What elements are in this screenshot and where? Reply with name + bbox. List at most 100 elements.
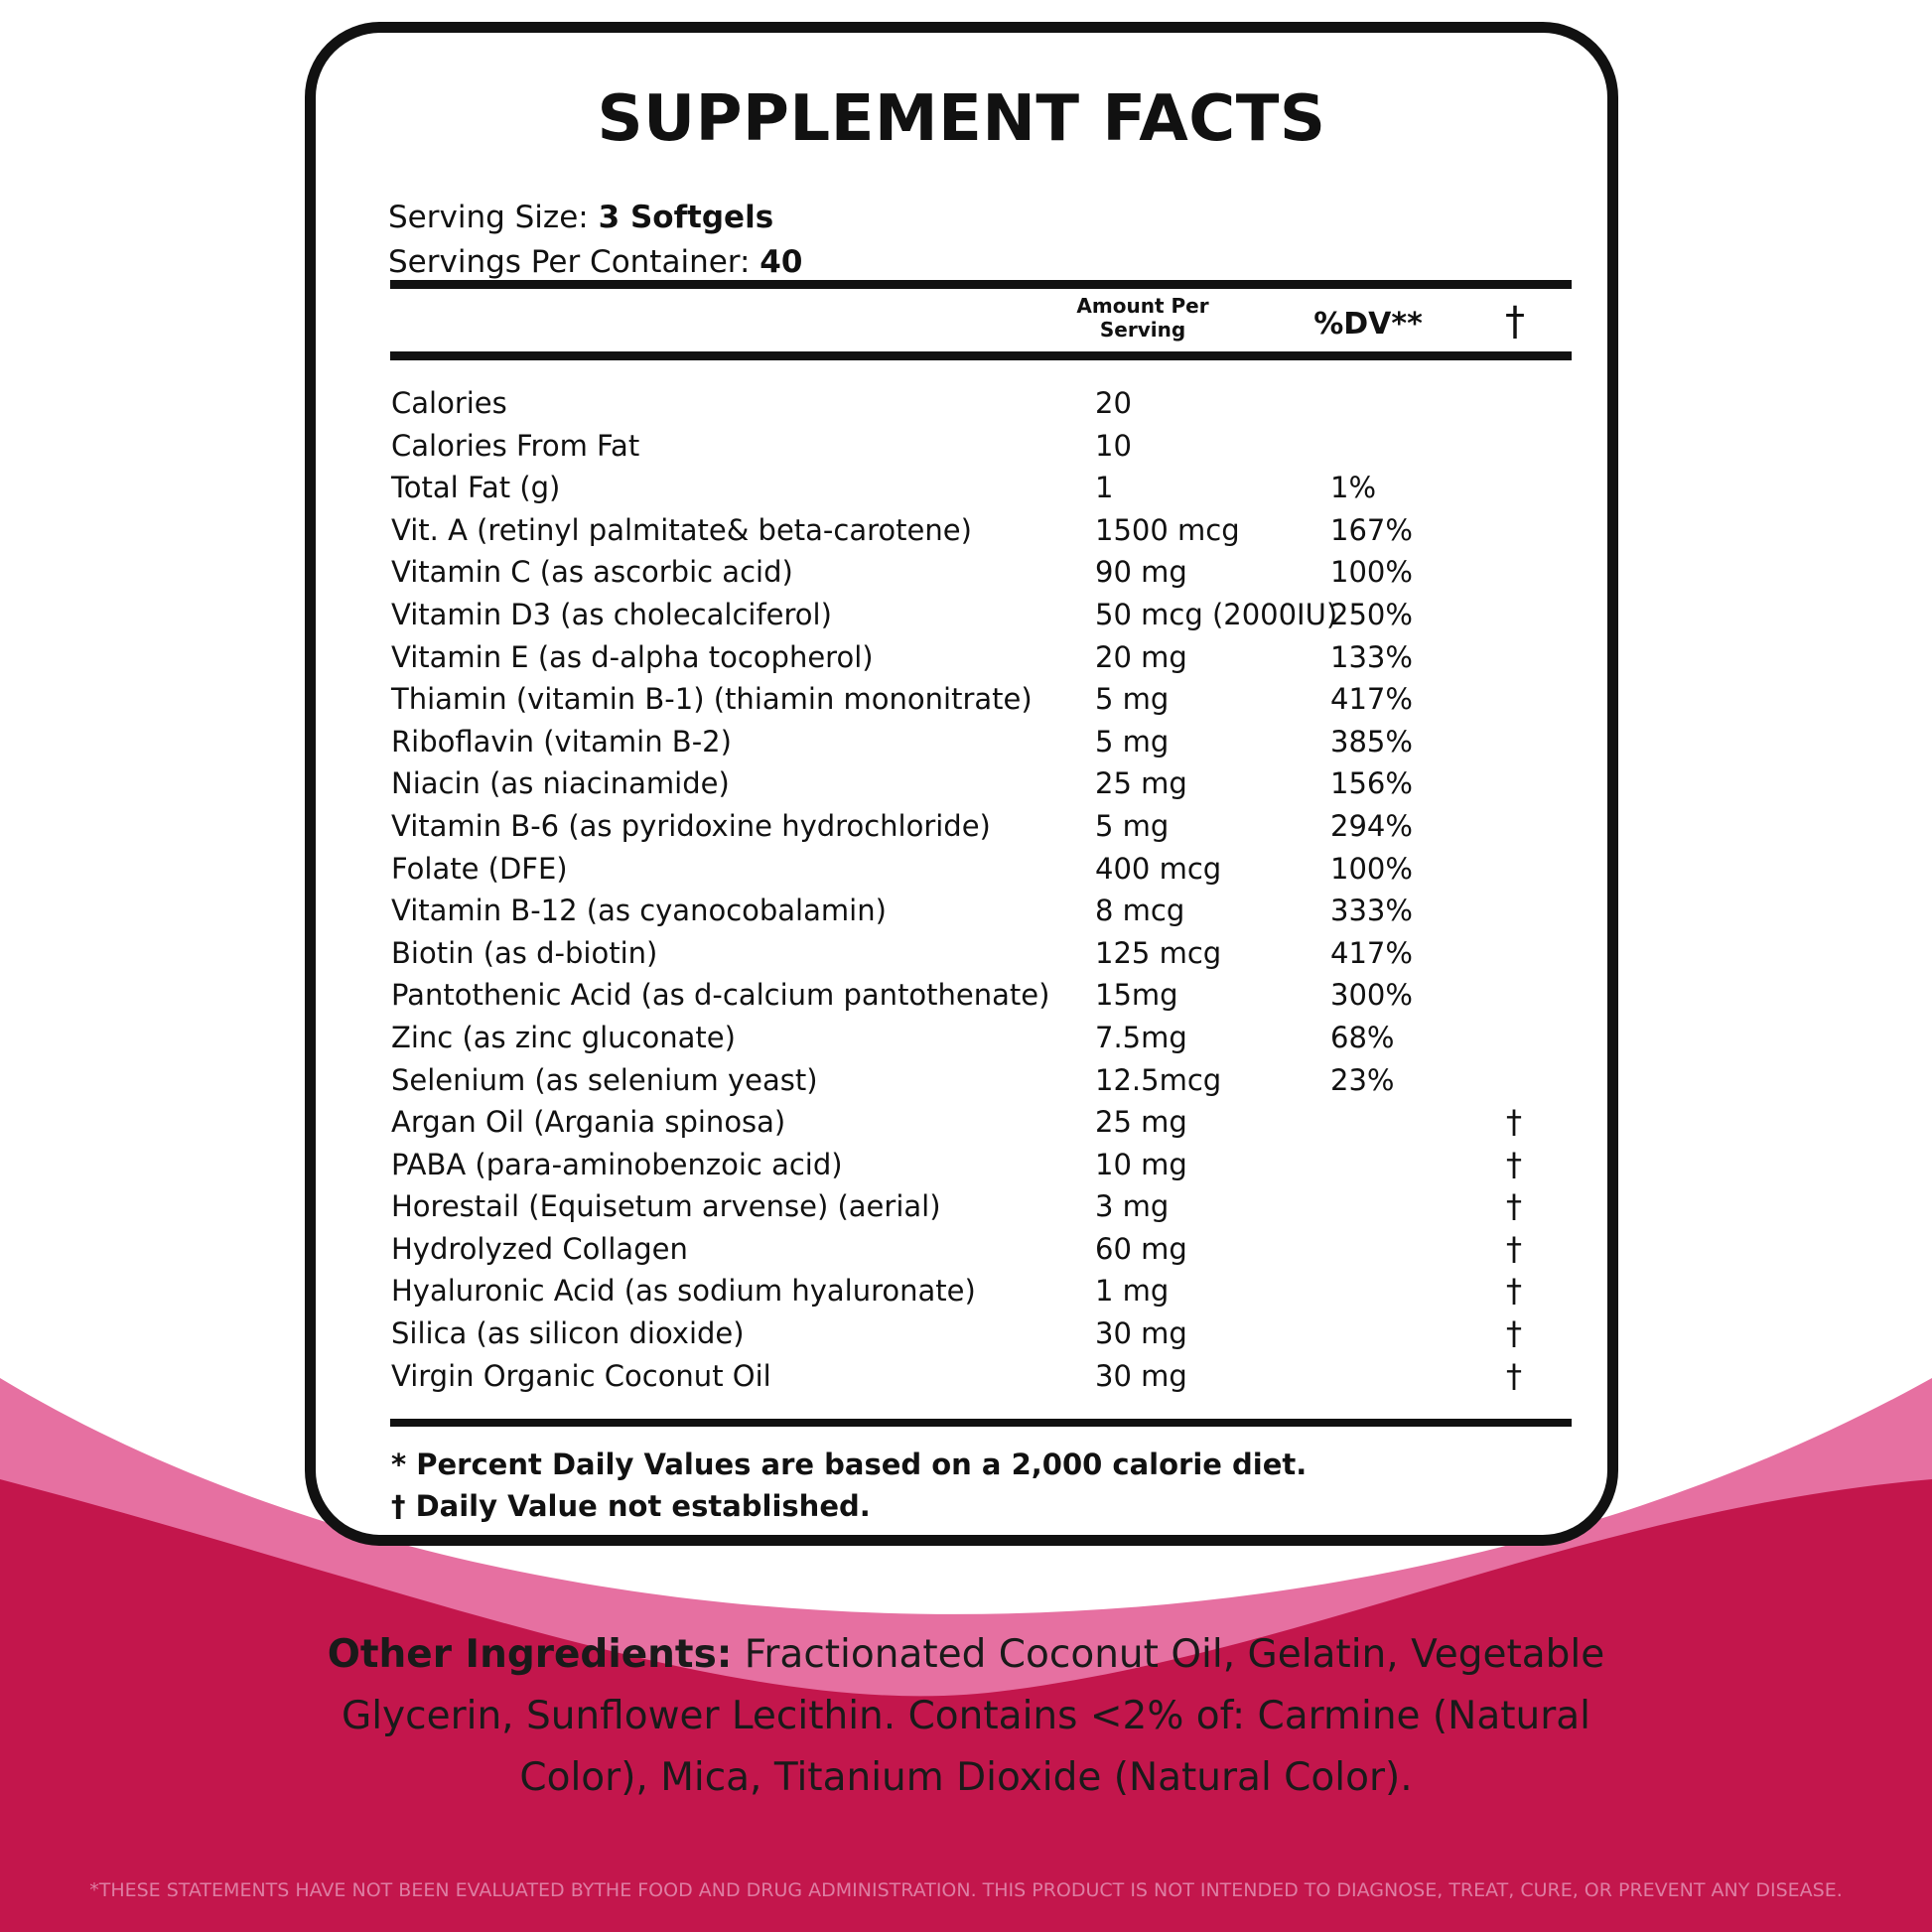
servings-per-container-value: 40 bbox=[759, 244, 803, 280]
serving-size-value: 3 Softgels bbox=[598, 200, 774, 235]
nutrient-amount: 8 mcg bbox=[1095, 894, 1185, 928]
nutrient-amount: 7.5mg bbox=[1095, 1020, 1187, 1054]
nutrient-amount: 1 mg bbox=[1095, 1274, 1170, 1309]
nutrient-row: Vitamin C (as ascorbic acid) 90 mg 100% bbox=[316, 551, 1607, 594]
other-ingredients-heading: Other Ingredients: bbox=[327, 1632, 733, 1677]
nutrient-row: Silica (as silicon dioxide) 30 mg † bbox=[316, 1312, 1607, 1355]
nutrient-row: Horestail (Equisetum arvense) (aerial) 3 … bbox=[316, 1185, 1607, 1228]
nutrient-dv: 1% bbox=[1330, 471, 1377, 505]
footnote-daily-values: * Percent Daily Values are based on a 2,… bbox=[391, 1448, 1308, 1481]
dv-header: %DV** bbox=[1313, 307, 1423, 342]
nutrient-name: PABA (para-aminobenzoic acid) bbox=[391, 1147, 843, 1181]
nutrient-amount: 1 bbox=[1095, 471, 1114, 505]
nutrient-dagger: † bbox=[1506, 1229, 1522, 1268]
table-bottom-rule bbox=[390, 1419, 1572, 1427]
nutrient-name: Folate (DFE) bbox=[391, 851, 568, 886]
nutrient-name: Thiamin (vitamin B-1) (thiamin mononitra… bbox=[391, 682, 1033, 717]
nutrient-amount: 5 mg bbox=[1095, 724, 1170, 759]
nutrient-name: Horestail (Equisetum arvense) (aerial) bbox=[391, 1189, 941, 1224]
nutrient-amount: 30 mg bbox=[1095, 1358, 1187, 1393]
nutrient-amount: 1500 mcg bbox=[1095, 512, 1240, 547]
nutrient-dagger: † bbox=[1506, 1145, 1522, 1183]
nutrient-row: Selenium (as selenium yeast) 12.5mcg 23% bbox=[316, 1059, 1607, 1102]
nutrient-row: Vitamin E (as d-alpha tocopherol) 20 mg 13… bbox=[316, 636, 1607, 679]
nutrient-row: Riboflavin (vitamin B-2) 5 mg 385% bbox=[316, 721, 1607, 763]
nutrient-name: Niacin (as niacinamide) bbox=[391, 766, 730, 801]
serving-size-label: Serving Size: bbox=[388, 200, 589, 235]
nutrient-name: Vit. A (retinyl palmitate& beta-carotene… bbox=[391, 512, 972, 547]
nutrient-row: Calories 20 bbox=[316, 382, 1607, 425]
nutrient-name: Vitamin D3 (as cholecalciferol) bbox=[391, 597, 832, 631]
nutrient-amount: 10 mg bbox=[1095, 1147, 1187, 1181]
nutrient-amount: 12.5mcg bbox=[1095, 1062, 1222, 1097]
nutrient-dv: 133% bbox=[1330, 639, 1413, 674]
nutrient-row: Vit. A (retinyl palmitate& beta-carotene… bbox=[316, 509, 1607, 552]
nutrient-amount: 5 mg bbox=[1095, 682, 1170, 717]
nutrient-amount: 20 mg bbox=[1095, 639, 1187, 674]
nutrient-name: Vitamin E (as d-alpha tocopherol) bbox=[391, 639, 874, 674]
nutrient-name: Vitamin B-6 (as pyridoxine hydrochloride… bbox=[391, 808, 991, 843]
nutrient-name: Vitamin C (as ascorbic acid) bbox=[391, 555, 793, 590]
nutrient-dv: 156% bbox=[1330, 766, 1413, 801]
amount-per-serving-header: Amount Per Serving bbox=[1058, 294, 1227, 342]
serving-size: Serving Size: 3 Softgels bbox=[388, 200, 773, 235]
nutrient-dv: 294% bbox=[1330, 808, 1413, 843]
nutrient-amount: 5 mg bbox=[1095, 808, 1170, 843]
nutrient-row: Virgin Organic Coconut Oil 30 mg † bbox=[316, 1355, 1607, 1398]
nutrient-table: Calories 20 Calories From Fat 10 Total Fat (… bbox=[316, 382, 1607, 1397]
nutrient-row: Vitamin D3 (as cholecalciferol) 50 mcg (2… bbox=[316, 594, 1607, 636]
nutrient-name: Argan Oil (Argania spinosa) bbox=[391, 1105, 786, 1140]
nutrient-amount: 90 mg bbox=[1095, 555, 1187, 590]
fda-disclaimer: *THESE STATEMENTS HAVE NOT BEEN EVALUATE… bbox=[89, 1879, 1843, 1901]
nutrient-dv: 100% bbox=[1330, 555, 1413, 590]
nutrient-name: Biotin (as d-biotin) bbox=[391, 935, 658, 970]
nutrient-dv: 385% bbox=[1330, 724, 1413, 759]
nutrient-dv: 300% bbox=[1330, 978, 1413, 1013]
nutrient-name: Riboflavin (vitamin B-2) bbox=[391, 724, 732, 759]
nutrient-amount: 25 mg bbox=[1095, 766, 1187, 801]
nutrient-amount: 3 mg bbox=[1095, 1189, 1170, 1224]
nutrient-dv: 100% bbox=[1330, 851, 1413, 886]
nutrient-name: Zinc (as zinc gluconate) bbox=[391, 1020, 736, 1054]
nutrient-amount: 15mg bbox=[1095, 978, 1178, 1013]
nutrient-name: Calories From Fat bbox=[391, 428, 640, 463]
nutrient-row: Pantothenic Acid (as d-calcium pantothen… bbox=[316, 974, 1607, 1017]
nutrient-amount: 10 bbox=[1095, 428, 1132, 463]
nutrient-name: Total Fat (g) bbox=[391, 471, 561, 505]
dagger-header: † bbox=[1505, 299, 1525, 345]
header-top-rule bbox=[390, 280, 1572, 289]
nutrient-row: Biotin (as d-biotin) 125 mcg 417% bbox=[316, 932, 1607, 975]
nutrient-dv: 417% bbox=[1330, 682, 1413, 717]
nutrient-amount: 50 mcg (2000IU) bbox=[1095, 597, 1338, 631]
nutrient-dagger: † bbox=[1506, 1103, 1522, 1142]
nutrient-name: Pantothenic Acid (as d-calcium pantothen… bbox=[391, 978, 1050, 1013]
nutrient-dagger: † bbox=[1506, 1314, 1522, 1353]
nutrient-row: Vitamin B-6 (as pyridoxine hydrochloride… bbox=[316, 805, 1607, 848]
nutrient-dv: 417% bbox=[1330, 935, 1413, 970]
other-ingredients-text: Fractionated Coconut Oil, Gelatin, Veget… bbox=[342, 1632, 1605, 1800]
nutrient-dv: 167% bbox=[1330, 512, 1413, 547]
nutrient-dagger: † bbox=[1506, 1356, 1522, 1395]
nutrient-name: Virgin Organic Coconut Oil bbox=[391, 1358, 771, 1393]
nutrient-amount: 25 mg bbox=[1095, 1105, 1187, 1140]
amount-header-line2: Serving bbox=[1099, 318, 1186, 342]
servings-per-container-label: Servings Per Container: bbox=[388, 244, 751, 280]
nutrient-row: Zinc (as zinc gluconate) 7.5mg 68% bbox=[316, 1017, 1607, 1059]
nutrient-amount: 125 mcg bbox=[1095, 935, 1222, 970]
nutrient-dv: 333% bbox=[1330, 894, 1413, 928]
other-ingredients: Other Ingredients: Fractionated Coconut … bbox=[278, 1624, 1654, 1809]
nutrient-dv: 23% bbox=[1330, 1062, 1395, 1097]
servings-per-container: Servings Per Container: 40 bbox=[388, 244, 802, 280]
nutrient-name: Selenium (as selenium yeast) bbox=[391, 1062, 818, 1097]
header-bottom-rule bbox=[390, 351, 1572, 360]
nutrient-dv: 68% bbox=[1330, 1020, 1395, 1054]
amount-header-line1: Amount Per bbox=[1076, 294, 1209, 318]
nutrient-dv: 250% bbox=[1330, 597, 1413, 631]
nutrient-amount: 400 mcg bbox=[1095, 851, 1222, 886]
nutrient-row: Vitamin B-12 (as cyanocobalamin) 8 mcg 333… bbox=[316, 890, 1607, 932]
nutrient-name: Silica (as silicon dioxide) bbox=[391, 1316, 745, 1351]
nutrient-row: Thiamin (vitamin B-1) (thiamin mononitra… bbox=[316, 678, 1607, 721]
magenta-wave bbox=[0, 1479, 1932, 1932]
nutrient-row: Hydrolyzed Collagen 60 mg † bbox=[316, 1228, 1607, 1271]
nutrient-name: Vitamin B-12 (as cyanocobalamin) bbox=[391, 894, 887, 928]
